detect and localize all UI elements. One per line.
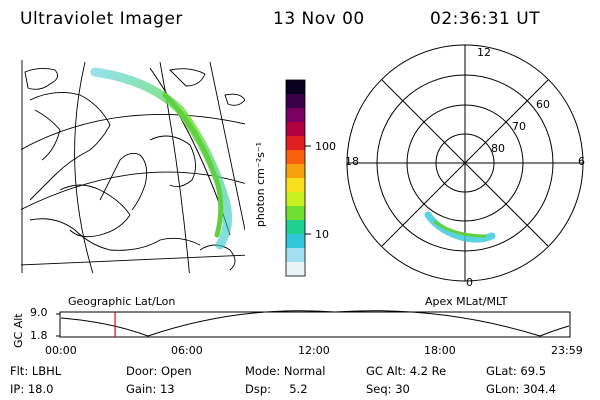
polar-plot [346,44,584,282]
date-label: 13 Nov 00 [273,9,365,29]
status-gc-alt: GC Alt: 4.2 Re [366,364,447,378]
mlat-label-60: 60 [536,98,550,111]
colorbar-swatch [286,234,305,249]
alt-xtick-3: 18:00 [424,344,456,357]
mlt-label-12: 12 [477,46,491,59]
colorbar [285,79,311,277]
colorbar-swatch [286,206,305,221]
instrument-title: Ultraviolet Imager [20,9,183,29]
colorbar-tick-10: 10 [315,228,329,241]
status-filter: Flt: LBHL [10,364,62,378]
status-glat: GLat: 69.5 [486,364,547,378]
alt-plot-ymax: 9.0 [30,306,48,319]
status-ip: IP: 18.0 [10,382,54,396]
colorbar-swatch [286,220,305,235]
colorbar-swatches [286,80,305,277]
geographic-map [21,60,245,273]
colorbar-swatch [286,262,305,277]
colorbar-swatch [286,94,305,109]
colorbar-swatch [286,150,305,165]
status-mode: Mode: Normal [245,364,326,378]
altitude-plot [56,310,571,338]
geo-aurora-core [162,92,224,238]
mlat-label-80: 80 [491,142,505,155]
status-glon: GLon: 304.4 [486,382,556,396]
colorbar-swatch [286,178,305,193]
status-dsp: Dsp: 5.2 [245,382,308,396]
alt-xtick-0: 00:00 [45,344,77,357]
alt-xtick-2: 12:00 [298,344,330,357]
alt-plot-ymin: 1.8 [30,329,48,342]
colorbar-swatch [286,80,305,95]
colorbar-swatch [286,164,305,179]
colorbar-swatch [286,192,305,207]
geo-panel-caption: Geographic Lat/Lon [68,295,176,308]
mlt-label-18: 18 [345,155,359,168]
mlat-label-70: 70 [512,120,526,133]
altitude-curve [60,310,570,337]
colorbar-swatch [286,248,305,263]
status-gain: Gain: 13 [126,382,175,396]
alt-xtick-4: 23:59 [551,344,583,357]
colorbar-swatch [286,122,305,137]
alt-xtick-1: 06:00 [171,344,203,357]
polar-aurora-core [433,220,487,238]
colorbar-swatch [286,136,305,151]
time-label: 02:36:31 UT [430,9,541,29]
status-door: Door: Open [126,364,192,378]
colorbar-unit-label: photon cm⁻²s⁻¹ [254,141,268,228]
colorbar-tick-100: 100 [315,140,336,153]
mlt-label-6: 6 [578,155,585,168]
status-seq: Seq: 30 [366,382,410,396]
mlt-label-0: 0 [466,276,473,289]
polar-panel-caption: Apex MLat/MLT [425,295,508,308]
alt-plot-ylabel: GC Alt [12,313,25,348]
colorbar-swatch [286,108,305,123]
